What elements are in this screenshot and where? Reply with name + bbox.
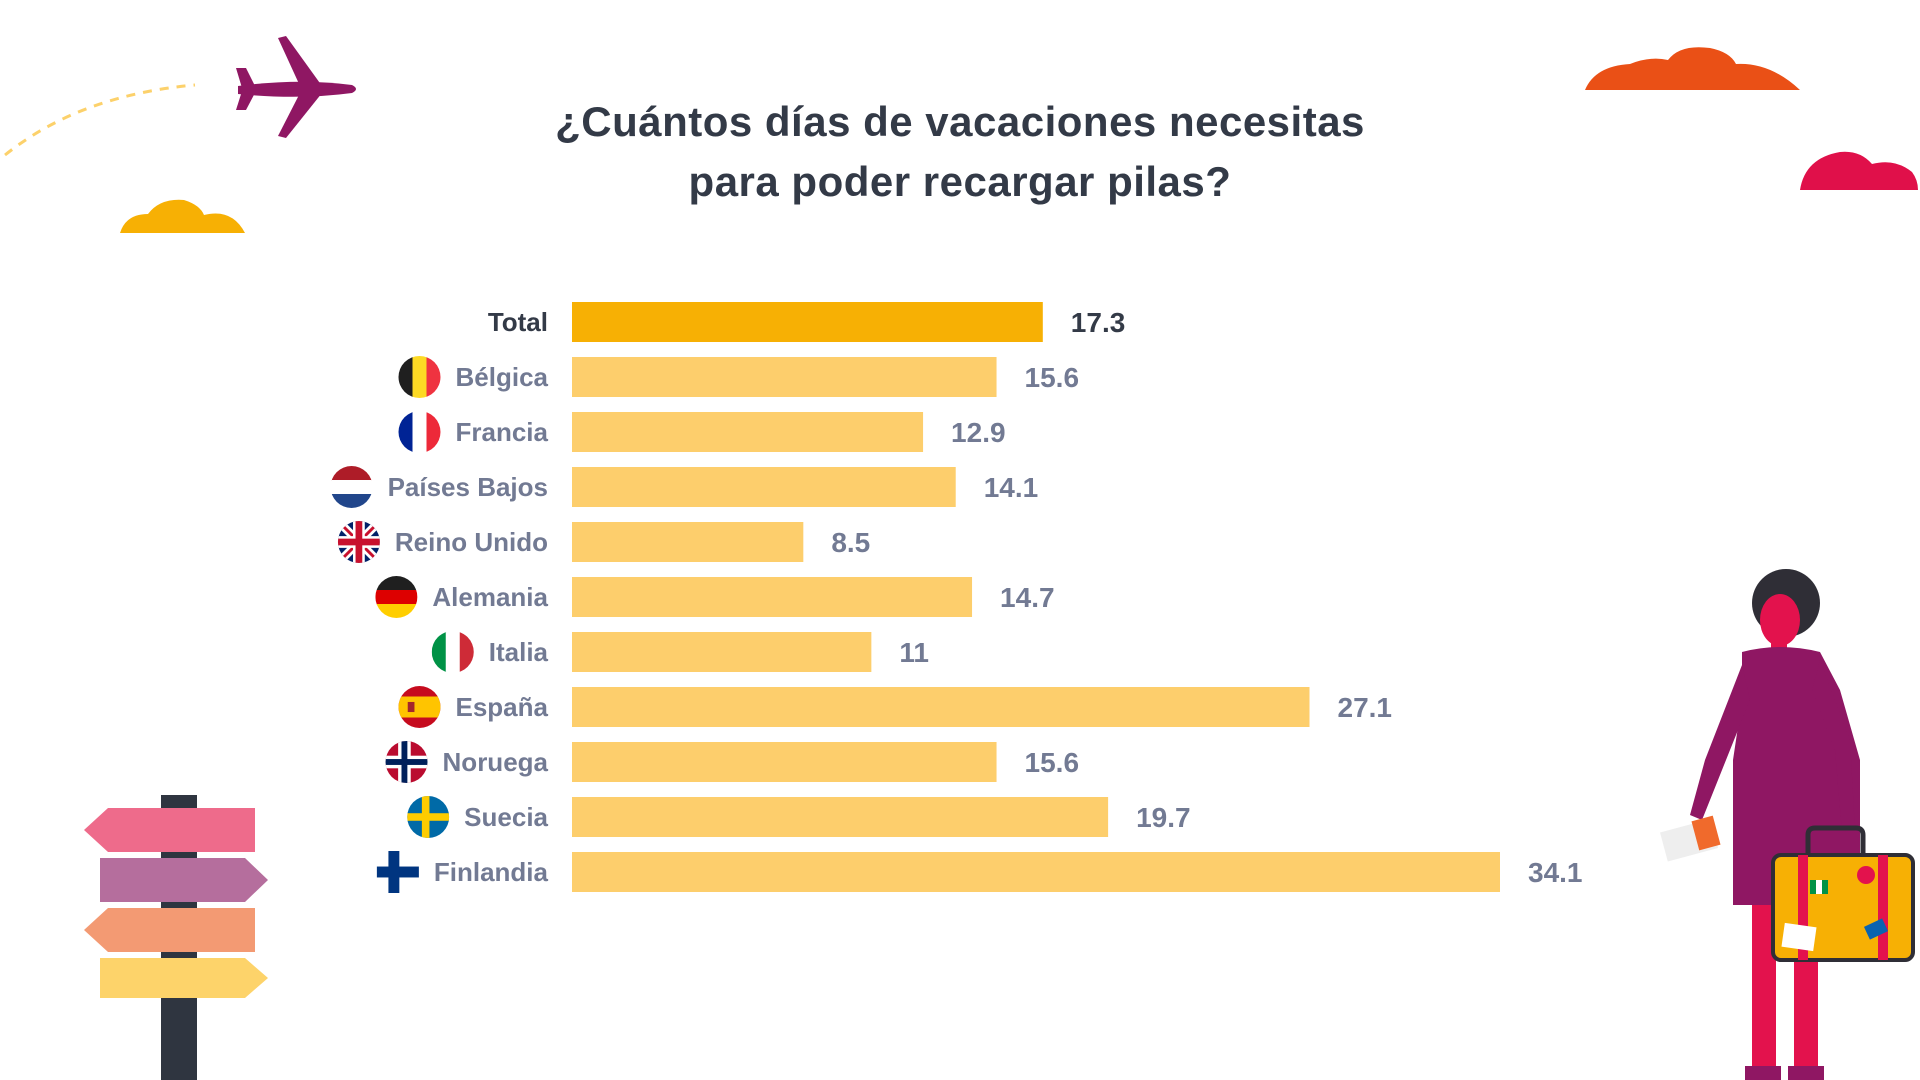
belgium-flag-icon	[398, 356, 441, 398]
category-label: Reino Unido	[395, 527, 548, 557]
value-label: 19.7	[1136, 802, 1191, 833]
chart-title-line-2: para poder recargar pilas?	[688, 158, 1232, 205]
bar-9	[572, 742, 997, 782]
chart-title: ¿Cuántos días de vacaciones necesitas pa…	[0, 92, 1920, 212]
airplane-icon	[236, 36, 356, 138]
italy-flag-icon	[431, 631, 474, 673]
category-label: Francia	[456, 417, 549, 447]
norway-flag-icon	[385, 741, 428, 783]
category-label: Alemania	[432, 582, 548, 612]
category-label: Total	[488, 307, 548, 337]
bar-8	[572, 687, 1310, 727]
bar-11	[572, 852, 1500, 892]
category-label: Noruega	[443, 747, 549, 777]
signpost-icon	[84, 795, 268, 1080]
cloud-icon	[120, 199, 245, 233]
bar-4	[572, 467, 956, 507]
bar-1	[572, 302, 1043, 342]
category-label: Bélgica	[456, 362, 549, 392]
value-label: 14.1	[984, 472, 1039, 503]
bar-7	[572, 632, 872, 672]
finland-flag-icon	[376, 851, 419, 893]
sweden-flag-icon	[407, 796, 450, 838]
value-label: 15.6	[1025, 747, 1080, 778]
category-label: España	[456, 692, 549, 722]
bar-2	[572, 357, 997, 397]
cloud-icon	[1800, 151, 1918, 190]
chart-title-line-1: ¿Cuántos días de vacaciones necesitas	[555, 98, 1365, 145]
value-label: 34.1	[1528, 857, 1583, 888]
value-label: 12.9	[951, 417, 1006, 448]
bar-3	[572, 412, 924, 452]
bar-6	[572, 577, 973, 617]
netherlands-flag-icon	[330, 466, 373, 508]
traveler-with-suitcase-icon	[1660, 569, 1915, 1080]
value-label: 27.1	[1338, 692, 1393, 723]
value-label: 8.5	[831, 527, 870, 558]
category-label: Suecia	[464, 802, 548, 832]
bar-10	[572, 797, 1109, 837]
flight-path-decoration	[4, 83, 196, 157]
uk-flag-icon	[337, 521, 380, 563]
bar-5	[572, 522, 804, 562]
category-label: Países Bajos	[388, 472, 548, 502]
value-label: 17.3	[1071, 307, 1126, 338]
value-label: 11	[899, 637, 929, 668]
france-flag-icon	[398, 411, 441, 453]
category-label: Italia	[489, 637, 549, 667]
category-label: Finlandia	[434, 857, 549, 887]
cloud-icon	[1585, 47, 1800, 90]
germany-flag-icon	[375, 576, 418, 618]
value-label: 14.7	[1000, 582, 1054, 613]
spain-flag-icon	[398, 686, 441, 728]
bars-layer: 17.3 Total 15.6 Bélgica 12.9 Francia 14.1 Paíse…	[330, 302, 1583, 893]
value-label: 15.6	[1025, 362, 1080, 393]
